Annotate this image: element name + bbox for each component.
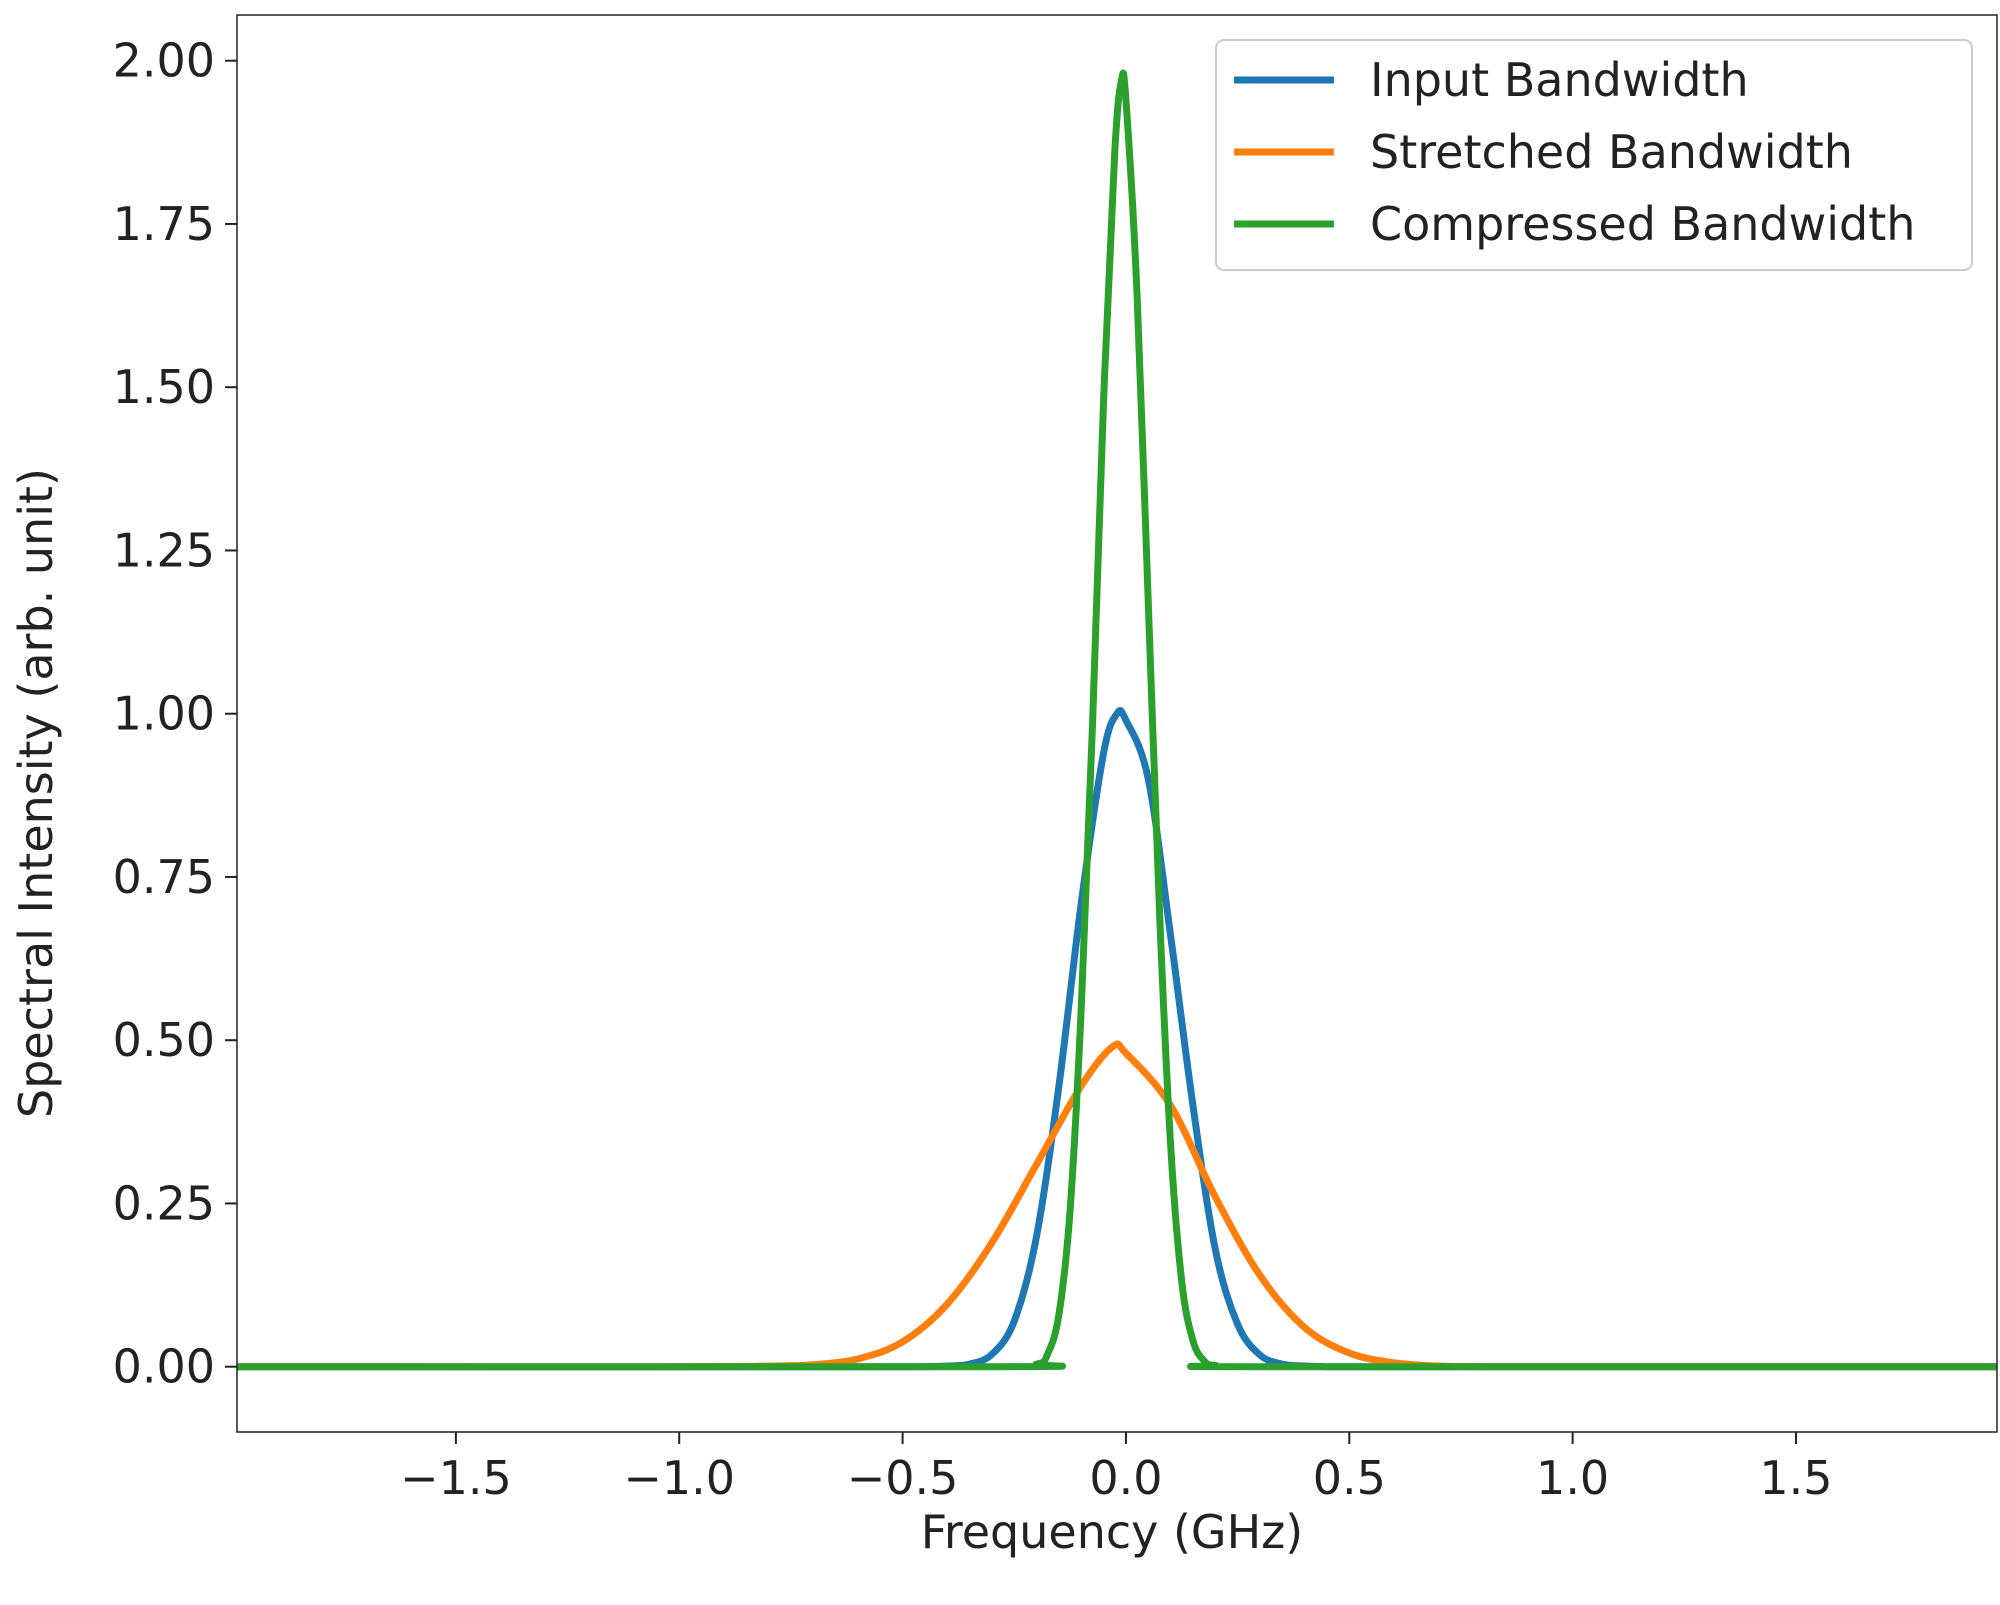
- y-tick-label: 1.50: [113, 360, 215, 414]
- axes-frame: [236, 14, 1998, 1433]
- x-tick-label: −1.0: [623, 1451, 735, 1505]
- legend-label-stretched-bandwidth: Stretched Bandwidth: [1370, 125, 1853, 179]
- x-tick-label: 1.5: [1759, 1451, 1832, 1505]
- series-line-input-bandwidth: [237, 707, 1997, 1371]
- y-tick-label: 1.75: [113, 197, 215, 251]
- x-tick-label: −1.5: [400, 1451, 512, 1505]
- y-axis-label: Spectral Intensity (arb. unit): [9, 468, 63, 1118]
- legend-label-compressed-bandwidth: Compressed Bandwidth: [1370, 197, 1915, 251]
- y-tick-label: 2.00: [113, 34, 215, 88]
- x-tick-label: −0.5: [847, 1451, 959, 1505]
- y-tick-label: 1.00: [113, 687, 215, 741]
- x-tick-label: 1.0: [1536, 1451, 1609, 1505]
- y-tick-label: 0.25: [113, 1176, 215, 1230]
- series-line-compressed-bandwidth: [237, 69, 1997, 1371]
- axes: −1.5 −1.0 −0.5 0.0 0.5 1.0 1.5 0.00 0.25 0.50 0.75…: [113, 14, 1998, 1505]
- legend-box: [1215, 39, 1973, 271]
- x-tick-label: 0.0: [1089, 1451, 1162, 1505]
- series-group: [237, 69, 1997, 1371]
- x-tick-label: 0.5: [1313, 1451, 1386, 1505]
- x-axis-label: Frequency (GHz): [921, 1505, 1304, 1559]
- y-tick-label: 0.75: [113, 850, 215, 904]
- series-line-stretched-bandwidth: [237, 1040, 1997, 1371]
- plot-area: [237, 69, 1997, 1371]
- y-tick-label: 0.00: [113, 1340, 215, 1394]
- legend-label-input-bandwidth: Input Bandwidth: [1370, 53, 1749, 107]
- legend: Input Bandwidth Stretched Bandwidth Compre…: [1215, 39, 1973, 271]
- y-tick-label: 1.25: [113, 523, 215, 577]
- y-tick-label: 0.50: [113, 1013, 215, 1067]
